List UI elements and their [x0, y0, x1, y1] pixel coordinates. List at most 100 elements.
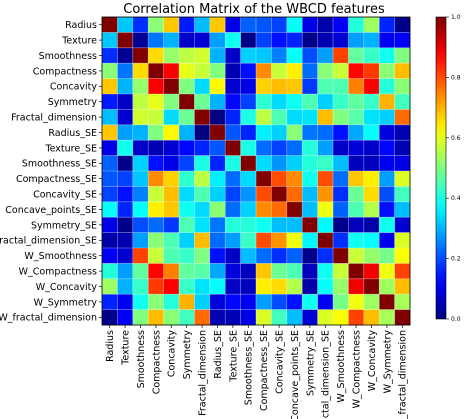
heatmap-cell	[117, 248, 134, 264]
x-tick-label: Concavity	[167, 330, 178, 377]
heatmap-cell	[394, 232, 411, 249]
heatmap-cell	[286, 201, 303, 218]
heatmap-cell	[256, 171, 272, 187]
heatmap-cell	[256, 32, 272, 49]
heatmap-cell	[148, 94, 164, 110]
heatmap-cell	[317, 232, 334, 249]
heatmap-cell	[333, 140, 349, 156]
heatmap-cell	[179, 278, 195, 295]
heatmap-cell	[225, 155, 241, 172]
heatmap-cell	[394, 140, 411, 156]
heatmap-cell	[271, 186, 288, 203]
y-axis-tick-labels: Radius Texture Smoothness Compactness Concav…	[0, 20, 102, 324]
heatmap-cell	[163, 294, 180, 310]
heatmap-cell	[225, 171, 241, 187]
heatmap-cell	[225, 278, 241, 295]
heatmap-cell	[194, 248, 211, 264]
heatmap-cell	[394, 94, 411, 110]
heatmap-cell	[194, 155, 211, 172]
heatmap-cell	[363, 171, 380, 187]
heatmap-cell	[348, 278, 365, 295]
x-axis-tick-labels: Radius Texture Smoothness Compactness Concav…	[105, 325, 409, 419]
heatmap-cell	[256, 248, 272, 264]
heatmap-cell	[271, 294, 288, 310]
heatmap-cell	[163, 109, 180, 126]
heatmap-cell	[225, 17, 241, 33]
heatmap-cell	[394, 263, 411, 280]
heatmap-cell	[317, 294, 334, 310]
heatmap-cell	[163, 140, 180, 156]
heatmap-cell	[333, 263, 349, 280]
heatmap-cell	[317, 78, 334, 95]
heatmap-cell	[225, 309, 241, 326]
heatmap-cell	[394, 278, 411, 295]
heatmap-cell	[317, 32, 334, 49]
heatmap-cell	[240, 124, 257, 141]
heatmap-cell	[271, 94, 288, 110]
heatmap-cell	[148, 124, 164, 141]
heatmap-cell	[363, 140, 380, 156]
heatmap-cell	[348, 47, 365, 64]
heatmap-cell	[302, 17, 318, 33]
heatmap-cell	[363, 78, 380, 95]
heatmap-cell	[348, 78, 365, 95]
colorbar	[435, 16, 447, 320]
heatmap-cell	[148, 32, 164, 49]
x-tick-label: Fractal_dimension_SE	[321, 330, 332, 419]
heatmap-cell	[179, 171, 195, 187]
heatmap-cell	[302, 78, 318, 95]
heatmap-cell	[256, 263, 272, 280]
heatmap-cell	[348, 32, 365, 49]
heatmap-cell	[240, 78, 257, 95]
heatmap-cell	[240, 232, 257, 249]
heatmap-cell	[148, 309, 164, 326]
heatmap-cell	[225, 63, 241, 79]
heatmap-cell	[256, 124, 272, 141]
heatmap-cell	[102, 78, 118, 95]
heatmap-cell	[333, 78, 349, 95]
heatmap-cell	[317, 278, 334, 295]
heatmap-cell	[163, 47, 180, 64]
heatmap-cell	[179, 248, 195, 264]
heatmap-cell	[348, 232, 365, 249]
heatmap-cell	[379, 278, 395, 295]
heatmap-cell	[179, 186, 195, 203]
heatmap-cell	[132, 171, 149, 187]
heatmap-cell	[394, 124, 411, 141]
heatmap-cell	[333, 155, 349, 172]
heatmap-cell	[240, 47, 257, 64]
heatmap-cell	[256, 47, 272, 64]
heatmap-cell	[209, 217, 226, 233]
x-tick-label: W_Symmetry	[382, 330, 393, 394]
heatmap-cell	[102, 171, 118, 187]
heatmap-cell	[286, 47, 303, 64]
heatmap-cell	[102, 140, 118, 156]
heatmap-cell	[179, 155, 195, 172]
heatmap-cell	[117, 294, 134, 310]
heatmap-cell	[363, 17, 380, 33]
heatmap-cell	[117, 232, 134, 249]
heatmap-cell	[179, 124, 195, 141]
heatmap-cell	[286, 309, 303, 326]
heatmap-cell	[209, 109, 226, 126]
heatmap-cell	[148, 232, 164, 249]
heatmap-cell	[102, 294, 118, 310]
x-tick-label: Compactness_SE	[259, 330, 270, 411]
heatmap-cell	[194, 294, 211, 310]
heatmap-cell	[102, 17, 118, 33]
heatmap-cell	[102, 94, 118, 110]
heatmap-cell	[117, 140, 134, 156]
heatmap-cell	[363, 278, 380, 295]
heatmap-cell	[117, 186, 134, 203]
heatmap-cell	[209, 278, 226, 295]
heatmap-cell	[394, 78, 411, 95]
heatmap-cell	[179, 63, 195, 79]
y-tick-label: Texture_SE	[44, 143, 97, 154]
heatmap-cell	[225, 78, 241, 95]
heatmap-cell	[394, 186, 411, 203]
heatmap-cell	[333, 47, 349, 64]
heatmap-cell	[302, 248, 318, 264]
y-tick-label: Symmetry_SE	[31, 220, 97, 231]
x-tick-label: Radius	[105, 330, 116, 362]
heatmap-cell	[363, 217, 380, 233]
